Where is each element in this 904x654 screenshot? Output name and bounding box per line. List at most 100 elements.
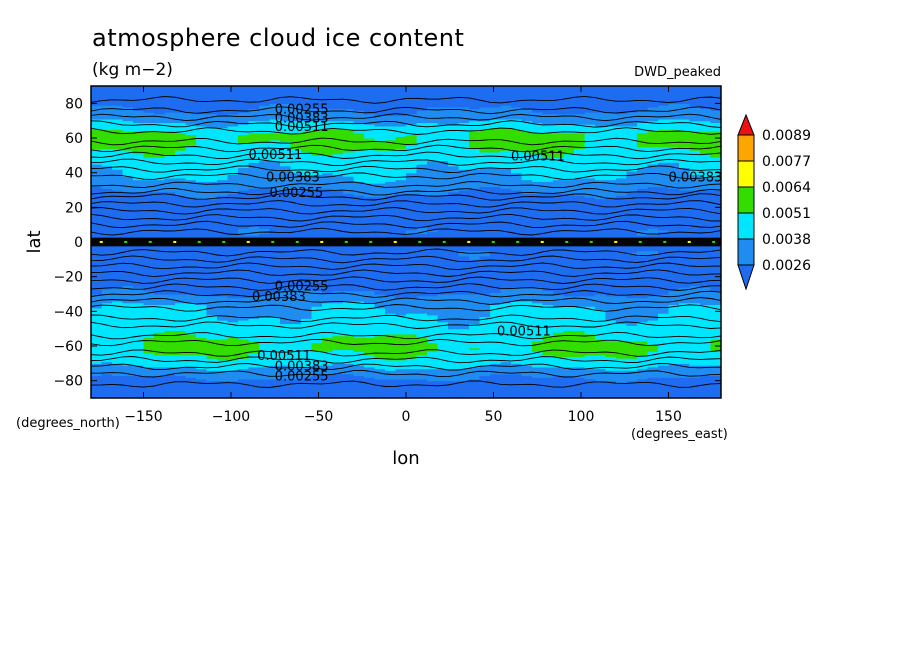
band-cell xyxy=(542,321,554,325)
band-cell xyxy=(616,257,628,260)
band-cell xyxy=(647,380,659,383)
band-cell xyxy=(332,391,344,394)
band-cell xyxy=(101,311,113,314)
band-cell xyxy=(133,271,145,274)
band-cell xyxy=(175,392,187,396)
band-cell xyxy=(164,304,176,307)
band-cell xyxy=(206,340,218,344)
band-cell xyxy=(133,384,145,387)
band-cell xyxy=(563,295,575,299)
band-cell xyxy=(416,266,428,269)
band-cell xyxy=(101,285,113,288)
band-cell xyxy=(668,323,680,326)
band-cell xyxy=(406,378,418,382)
band-cell xyxy=(206,361,218,364)
band-cell xyxy=(584,392,596,396)
band-cell xyxy=(196,337,208,340)
band-cell xyxy=(122,274,134,278)
band-cell xyxy=(112,273,124,276)
band-cell xyxy=(584,344,596,347)
band-cell xyxy=(469,306,481,309)
band-cell xyxy=(175,384,187,387)
band-cell xyxy=(479,268,491,271)
band-cell xyxy=(322,372,334,375)
band-cell xyxy=(353,372,365,375)
band-cell xyxy=(290,392,302,396)
band-cell xyxy=(385,280,397,283)
band-cell xyxy=(542,314,554,318)
band-cell xyxy=(458,274,470,278)
band-cell xyxy=(647,259,659,262)
band-cell xyxy=(521,346,533,349)
band-cell xyxy=(637,340,649,344)
band-cell xyxy=(626,266,638,269)
band-cell xyxy=(143,271,155,274)
band-cell xyxy=(269,373,281,377)
band-cell xyxy=(122,328,134,331)
band-cell xyxy=(416,389,428,392)
band-cell xyxy=(364,332,376,335)
band-cell xyxy=(301,307,313,311)
band-cell xyxy=(164,356,176,359)
band-cell xyxy=(595,262,607,266)
band-cell xyxy=(185,394,197,397)
band-cell xyxy=(616,292,628,295)
band-cell xyxy=(122,266,134,269)
band-cell xyxy=(479,280,491,283)
band-cell xyxy=(301,290,313,293)
band-cell xyxy=(206,346,218,349)
band-cell xyxy=(374,377,386,380)
band-cell xyxy=(280,359,292,363)
band-cell xyxy=(122,268,134,271)
band-cell xyxy=(374,313,386,316)
band-cell xyxy=(584,382,596,385)
band-cell xyxy=(112,366,124,370)
band-cell xyxy=(521,320,533,323)
band-cell xyxy=(374,261,386,264)
band-cell xyxy=(668,365,680,368)
band-cell xyxy=(364,339,376,342)
band-cell xyxy=(605,314,617,318)
band-cell xyxy=(595,297,607,300)
band-cell xyxy=(133,382,145,385)
band-cell xyxy=(574,392,586,396)
band-cell xyxy=(280,377,292,380)
band-cell xyxy=(133,304,145,307)
band-cell xyxy=(91,276,103,279)
band-cell xyxy=(385,368,397,371)
band-cell xyxy=(112,271,124,274)
band-cell xyxy=(311,363,323,366)
band-cell xyxy=(322,363,334,366)
band-cell xyxy=(259,325,271,328)
band-cell xyxy=(91,255,103,259)
band-cell xyxy=(616,389,628,392)
band-cell xyxy=(553,309,565,312)
band-cell xyxy=(133,332,145,335)
band-cell xyxy=(595,281,607,285)
band-cell xyxy=(385,300,397,304)
band-cell xyxy=(479,378,491,382)
band-cell xyxy=(542,359,554,363)
band-cell xyxy=(196,290,208,293)
band-cell xyxy=(290,266,302,269)
band-cell xyxy=(500,332,512,335)
band-cell xyxy=(269,320,281,323)
band-cell xyxy=(322,264,334,267)
band-cell xyxy=(647,266,659,269)
band-cell xyxy=(154,320,166,323)
band-cell xyxy=(280,273,292,276)
band-cell xyxy=(353,346,365,349)
band-cell xyxy=(647,375,659,378)
band-cell xyxy=(101,347,113,351)
band-cell xyxy=(311,255,323,259)
band-cell xyxy=(154,262,166,266)
band-cell xyxy=(164,287,176,290)
band-cell xyxy=(290,287,302,290)
band-cell xyxy=(133,311,145,314)
band-cell xyxy=(101,370,113,373)
band-cell xyxy=(217,385,229,389)
band-cell xyxy=(238,361,250,364)
band-cell xyxy=(637,372,649,375)
band-cell xyxy=(700,375,712,378)
band-cell xyxy=(479,347,491,351)
